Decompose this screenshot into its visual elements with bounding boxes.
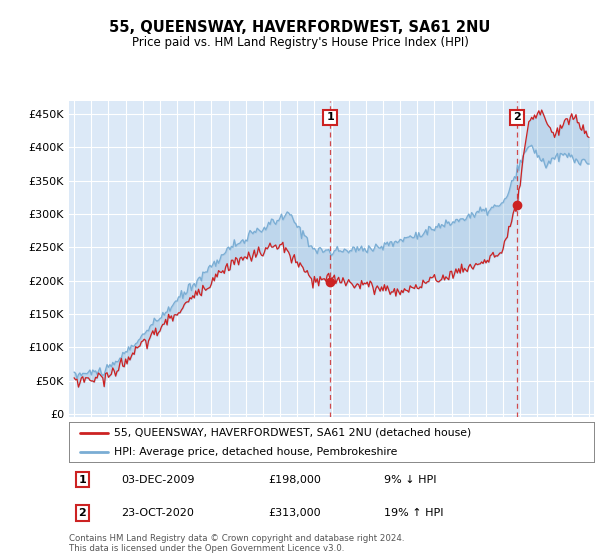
Text: £313,000: £313,000 xyxy=(269,508,321,518)
Text: 19% ↑ HPI: 19% ↑ HPI xyxy=(384,508,443,518)
Text: 2: 2 xyxy=(79,508,86,518)
Text: Contains HM Land Registry data © Crown copyright and database right 2024.
This d: Contains HM Land Registry data © Crown c… xyxy=(69,534,404,553)
Text: 23-OCT-2020: 23-OCT-2020 xyxy=(121,508,194,518)
Text: 1: 1 xyxy=(326,113,334,123)
Text: 9% ↓ HPI: 9% ↓ HPI xyxy=(384,475,437,484)
Text: £198,000: £198,000 xyxy=(269,475,322,484)
Text: HPI: Average price, detached house, Pembrokeshire: HPI: Average price, detached house, Pemb… xyxy=(113,447,397,457)
Text: 55, QUEENSWAY, HAVERFORDWEST, SA61 2NU: 55, QUEENSWAY, HAVERFORDWEST, SA61 2NU xyxy=(109,20,491,35)
Text: 1: 1 xyxy=(79,475,86,484)
Text: Price paid vs. HM Land Registry's House Price Index (HPI): Price paid vs. HM Land Registry's House … xyxy=(131,36,469,49)
Text: 55, QUEENSWAY, HAVERFORDWEST, SA61 2NU (detached house): 55, QUEENSWAY, HAVERFORDWEST, SA61 2NU (… xyxy=(113,428,471,437)
Text: 2: 2 xyxy=(513,113,521,123)
Text: 03-DEC-2009: 03-DEC-2009 xyxy=(121,475,195,484)
